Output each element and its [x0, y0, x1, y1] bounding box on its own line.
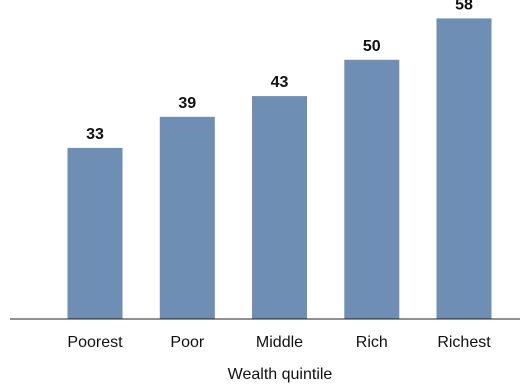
data-label-middle: 43 [271, 74, 289, 91]
x-tick-label-poorest: Poorest [67, 334, 123, 351]
x-tick-label-richest: Richest [437, 334, 491, 351]
data-label-richest: 58 [455, 0, 473, 13]
bars-group [67, 18, 492, 320]
bar-middle [252, 96, 307, 319]
x-axis-title: Wealth quintile [228, 366, 333, 383]
data-label-rich: 50 [363, 38, 381, 55]
bar-poorest [67, 147, 123, 319]
bar-poor [159, 116, 215, 319]
data-label-poorest: 33 [86, 126, 104, 143]
x-tick-label-middle: Middle [256, 334, 303, 351]
data-labels-group: 33 39 43 50 58 [86, 0, 473, 143]
x-tick-label-rich: Rich [356, 334, 388, 351]
bar-richest [436, 18, 492, 320]
data-label-poor: 39 [178, 95, 196, 112]
bar-rich [344, 59, 400, 320]
x-tick-labels-group: Poorest Poor Middle Rich Richest [67, 334, 491, 351]
x-tick-label-poor: Poor [170, 334, 204, 351]
